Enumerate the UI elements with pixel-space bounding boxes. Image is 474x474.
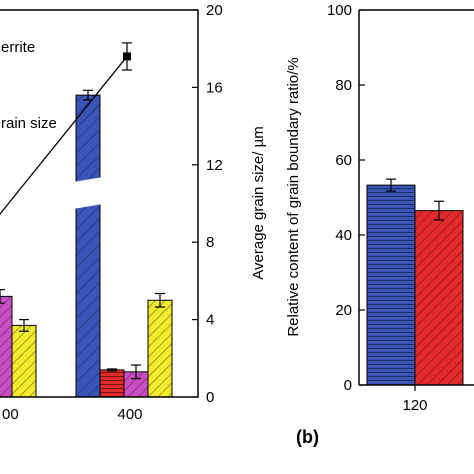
x-tick-label-0: 00 bbox=[2, 406, 19, 423]
grain-size-line-segment bbox=[0, 56, 128, 216]
grain-size-line bbox=[0, 42, 132, 216]
panel-b-errorbars bbox=[386, 178, 444, 221]
panel-a-x-ticks: 00 400 bbox=[2, 406, 143, 423]
b-tick-label-1: 20 bbox=[335, 302, 352, 319]
panel-b: 0 20 40 60 80 100 120 Relative content of gra… bbox=[285, 2, 474, 447]
bar-b-s1 bbox=[414, 210, 464, 386]
legend-grain-size-label: rain size bbox=[1, 115, 57, 132]
right-tick-label-1: 4 bbox=[206, 312, 214, 329]
b-tick-label-3: 60 bbox=[335, 152, 352, 169]
b-tick-label-5: 100 bbox=[327, 2, 352, 19]
b-tick-label-2: 40 bbox=[335, 227, 352, 244]
right-tick-label-4: 16 bbox=[206, 79, 223, 96]
right-tick-label-2: 8 bbox=[206, 234, 214, 251]
panel-b-bars bbox=[366, 184, 464, 386]
right-tick-label-0: 0 bbox=[206, 389, 214, 406]
bar-a-s0-g1 bbox=[75, 94, 101, 398]
x-tick-label-1: 400 bbox=[117, 406, 142, 423]
bar-a-s1-g1 bbox=[99, 369, 125, 398]
panel-a: 0 4 8 12 16 20 00 400 errite rain size Average… bbox=[0, 2, 267, 423]
bar-b-s0 bbox=[366, 184, 416, 386]
bar-a-s2-g0 bbox=[0, 295, 13, 398]
panel-a-errorbars bbox=[0, 89, 165, 380]
panel-b-x-ticks: 120 bbox=[402, 385, 428, 414]
panel-a-axis-break bbox=[73, 177, 103, 209]
b-x-tick-label-0: 120 bbox=[402, 397, 427, 414]
panel-b-y-ticks: 0 20 40 60 80 100 bbox=[327, 2, 365, 394]
panel-a-right-ticks: 0 4 8 12 16 20 bbox=[192, 2, 223, 406]
bar-a-s3-g1 bbox=[147, 299, 173, 398]
axis-break-gap bbox=[73, 177, 103, 209]
right-tick-label-5: 20 bbox=[206, 2, 223, 19]
b-tick-label-4: 80 bbox=[335, 77, 352, 94]
panel-a-right-ylabel: Average grain size/ µm bbox=[250, 126, 267, 279]
legend-ferrite-label: errite bbox=[1, 39, 35, 56]
b-tick-label-0: 0 bbox=[344, 377, 352, 394]
bar-a-s3-g0 bbox=[11, 324, 37, 398]
panel-a-bars bbox=[0, 94, 173, 398]
panel-b-ylabel: Relative content of grain boundary ratio… bbox=[285, 57, 302, 336]
panel-a-frame bbox=[0, 9, 199, 398]
right-tick-label-3: 12 bbox=[206, 157, 223, 174]
panel-b-label: (b) bbox=[296, 427, 319, 447]
